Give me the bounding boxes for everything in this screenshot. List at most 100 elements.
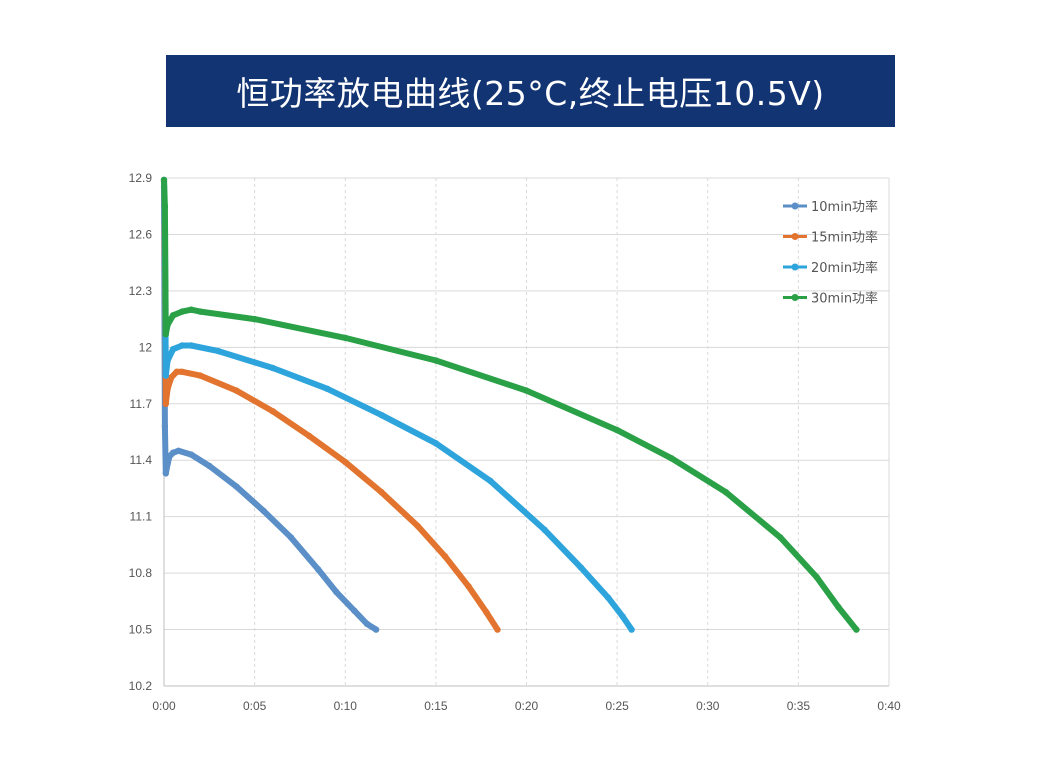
x-tick-label: 0:30 bbox=[696, 699, 720, 713]
y-tick-label: 10.5 bbox=[129, 623, 153, 637]
data-point bbox=[178, 368, 186, 375]
y-tick-label: 10.8 bbox=[129, 566, 153, 580]
data-point bbox=[168, 374, 175, 381]
data-point bbox=[372, 626, 380, 633]
chart-title: 恒功率放电曲线(25°C,终止电压10.5V) bbox=[236, 74, 825, 113]
legend-entry: 15min功率 bbox=[783, 230, 878, 246]
axes: 10.2 10.5 10.8 11.1 11.4 11.7 12 12.3 12.6 12.9 0:… bbox=[129, 171, 901, 713]
data-point bbox=[169, 449, 177, 456]
x-tick-label: 0:05 bbox=[243, 699, 267, 713]
data-point bbox=[173, 368, 180, 375]
x-tick-label: 0:25 bbox=[605, 699, 629, 713]
y-tick-label: 11.4 bbox=[130, 453, 153, 467]
data-point bbox=[160, 176, 168, 184]
legend-label: 15min功率 bbox=[811, 230, 878, 246]
legend-marker bbox=[791, 202, 799, 210]
legend-marker bbox=[791, 233, 799, 240]
y-tick-label: 12 bbox=[139, 340, 153, 354]
data-point bbox=[251, 315, 258, 323]
y-tick-label: 11.1 bbox=[130, 510, 153, 524]
data-point bbox=[483, 609, 490, 616]
data-point bbox=[777, 534, 784, 541]
data-point bbox=[853, 626, 860, 633]
data-point bbox=[162, 372, 169, 379]
y-tick-label: 10.2 bbox=[129, 679, 153, 693]
data-point bbox=[378, 489, 385, 496]
data-point bbox=[269, 364, 276, 372]
series-30min功率 bbox=[160, 176, 860, 633]
data-point bbox=[432, 440, 440, 447]
x-tick-label: 0:15 bbox=[424, 699, 448, 713]
data-point bbox=[260, 507, 267, 515]
data-point bbox=[305, 432, 313, 439]
legend-marker bbox=[791, 263, 799, 271]
y-tick-label: 12.6 bbox=[129, 227, 153, 241]
legend-label: 10min功率 bbox=[811, 199, 878, 215]
data-point bbox=[188, 306, 195, 313]
data-point bbox=[161, 423, 169, 430]
data-point bbox=[178, 342, 186, 349]
title-banner: 恒功率放电曲线(25°C,终止电压10.5V) bbox=[166, 55, 895, 127]
data-point bbox=[233, 483, 240, 490]
legend: 10min功率 15min功率 20min功率 30min功率 bbox=[783, 199, 878, 307]
data-point bbox=[233, 387, 240, 394]
x-tick-label: 0:10 bbox=[334, 699, 358, 713]
data-point bbox=[813, 573, 820, 581]
series-group bbox=[160, 176, 860, 633]
x-tick-label: 0:00 bbox=[152, 699, 176, 713]
data-point bbox=[175, 447, 182, 454]
series-10min功率 bbox=[160, 184, 380, 633]
data-point bbox=[333, 588, 340, 596]
data-point bbox=[432, 357, 440, 364]
x-tick-label: 0:20 bbox=[515, 699, 539, 713]
data-point bbox=[722, 489, 730, 496]
data-point bbox=[164, 321, 171, 328]
data-point bbox=[342, 458, 349, 466]
data-point bbox=[206, 462, 213, 470]
legend-entry: 30min功率 bbox=[783, 291, 878, 307]
data-point bbox=[619, 613, 626, 620]
data-point bbox=[164, 385, 171, 392]
data-point bbox=[162, 331, 169, 338]
data-point bbox=[197, 372, 204, 379]
data-point bbox=[178, 308, 186, 315]
data-point bbox=[523, 387, 530, 394]
data-point bbox=[441, 553, 449, 560]
data-point bbox=[604, 594, 612, 601]
legend-entry: 10min功率 bbox=[783, 199, 878, 215]
data-point bbox=[161, 203, 169, 210]
data-point bbox=[668, 455, 675, 462]
x-tick-label: 0:35 bbox=[787, 699, 811, 713]
data-point bbox=[494, 626, 501, 633]
data-point bbox=[169, 312, 177, 319]
data-point bbox=[314, 566, 322, 573]
data-point bbox=[164, 460, 171, 468]
data-point bbox=[197, 308, 204, 315]
x-tick-label: 0:40 bbox=[877, 699, 901, 713]
data-point bbox=[188, 342, 195, 349]
data-point bbox=[162, 470, 169, 477]
y-tick-label: 12.9 bbox=[129, 171, 153, 185]
data-point bbox=[215, 347, 222, 355]
y-tick-label: 12.3 bbox=[129, 284, 153, 298]
legend-marker bbox=[791, 294, 799, 301]
data-point bbox=[541, 526, 548, 533]
data-point bbox=[351, 607, 358, 614]
legend-label: 20min功率 bbox=[811, 260, 878, 276]
y-tick-label: 11.7 bbox=[130, 397, 153, 411]
data-point bbox=[269, 408, 276, 415]
data-point bbox=[164, 357, 171, 364]
data-point bbox=[169, 346, 177, 353]
data-point bbox=[465, 583, 472, 590]
data-point bbox=[835, 603, 842, 611]
data-point bbox=[162, 400, 169, 407]
data-point bbox=[342, 334, 349, 342]
data-point bbox=[613, 426, 621, 434]
data-point bbox=[188, 451, 195, 458]
legend-entry: 20min功率 bbox=[783, 260, 878, 276]
data-point bbox=[628, 626, 635, 633]
legend-label: 30min功率 bbox=[811, 291, 878, 307]
data-point bbox=[414, 522, 421, 530]
data-point bbox=[378, 411, 385, 419]
